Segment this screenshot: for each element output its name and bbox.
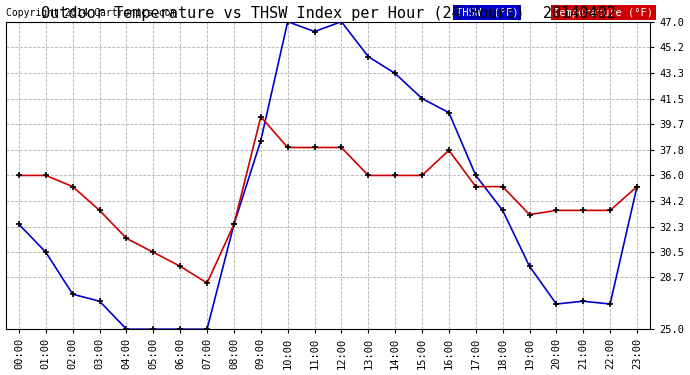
Title: Outdoor Temperature vs THSW Index per Hour (24 Hours)  20140402: Outdoor Temperature vs THSW Index per Ho… bbox=[41, 6, 615, 21]
Text: Temperature (°F): Temperature (°F) bbox=[553, 8, 653, 18]
Text: THSW  (°F): THSW (°F) bbox=[456, 8, 518, 18]
Text: Copyright 2014 Cartronics.com: Copyright 2014 Cartronics.com bbox=[6, 8, 176, 18]
